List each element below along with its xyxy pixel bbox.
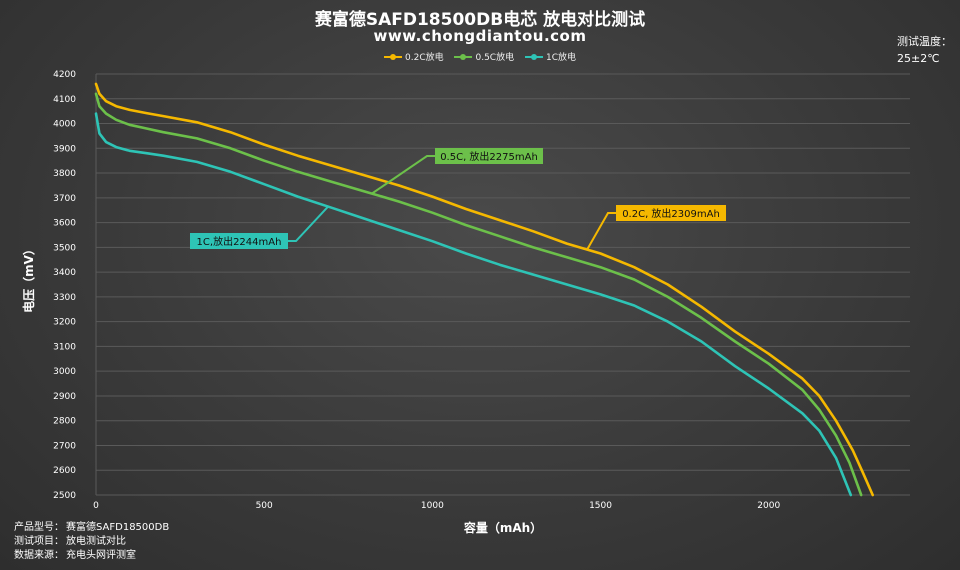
- y-tick-label: 4100: [53, 95, 76, 105]
- footer-value-model: 赛富德SAFD18500DB: [66, 522, 170, 533]
- footer-value-test: 放电测试对比: [66, 536, 126, 547]
- y-tick-label: 2500: [53, 491, 76, 501]
- footer-key-test: 测试项目：: [14, 536, 64, 547]
- callout-label-1c: 1C,放出2244mAh: [197, 235, 282, 248]
- x-tick-label: 1000: [421, 501, 444, 511]
- legend-item-0-2c: 0.2C放电: [384, 50, 444, 63]
- footer-row-source: 数据来源： 充电头网评测室: [14, 549, 169, 563]
- callout-leader-1c: [288, 205, 329, 242]
- series-line-0-2c: [94, 82, 874, 497]
- legend-label-0-5c: 0.5C放电: [475, 53, 515, 63]
- callout-label-0-2c: 0.2C, 放出2309mAh: [622, 207, 720, 220]
- y-axis-label: 电压（mV）: [21, 243, 36, 313]
- y-tick-label: 3300: [53, 293, 76, 303]
- y-tick-label: 3100: [53, 342, 76, 352]
- grid-lines: [95, 73, 910, 496]
- x-tick-label: 2000: [757, 501, 780, 511]
- callout-label-0-5c: 0.5C, 放出2275mAh: [440, 150, 538, 163]
- website-url: www.chongdiantou.com: [373, 27, 587, 45]
- chart-legend: 0.2C放电 0.5C放电 1C放电: [0, 50, 960, 63]
- y-tick-label: 3800: [53, 169, 76, 179]
- chart-footer: 产品型号： 赛富德SAFD18500DB 测试项目： 放电测试对比 数据来源： 充电头…: [14, 521, 169, 563]
- legend-swatch-0-5c: [454, 53, 473, 60]
- y-tick-label: 2900: [53, 392, 76, 402]
- legend-swatch-1c: [524, 53, 543, 60]
- footer-value-source: 充电头网评测室: [66, 550, 136, 561]
- y-tick-label: 3500: [53, 243, 76, 253]
- legend-label-1c: 1C放电: [545, 53, 576, 63]
- callout-leader-0-5c: [371, 155, 435, 195]
- footer-key-source: 数据来源：: [14, 550, 64, 561]
- axis-ticks: 2500 2600 2700 2800 2900 3000 3100 3200 3300 3400…: [53, 70, 780, 511]
- y-tick-label: 3600: [53, 219, 76, 229]
- callout-box-1c: [190, 233, 288, 249]
- x-tick-label: 0: [93, 501, 99, 511]
- y-tick-label: 3700: [53, 194, 76, 204]
- x-tick-label: 1500: [589, 501, 612, 511]
- temperature-label: 测试温度：: [897, 35, 952, 48]
- temperature-value: 25±2℃: [897, 52, 940, 65]
- y-tick-label: 3400: [53, 268, 76, 278]
- footer-row-model: 产品型号： 赛富德SAFD18500DB: [14, 521, 169, 535]
- series-line-0-5c: [94, 92, 863, 497]
- callout-box-0-2c: [616, 205, 726, 221]
- legend-item-0-5c: 0.5C放电: [454, 50, 514, 63]
- y-tick-label: 2800: [53, 417, 76, 427]
- footer-row-test: 测试项目： 放电测试对比: [14, 535, 169, 549]
- legend-item-1c: 1C放电: [524, 50, 576, 63]
- footer-key-model: 产品型号：: [14, 522, 64, 533]
- x-axis-label: 容量（mAh）: [463, 520, 542, 535]
- callout-leader-0-2c: [586, 212, 616, 251]
- legend-label-0-2c: 0.2C放电: [405, 53, 444, 63]
- y-tick-label: 3000: [53, 367, 76, 377]
- callouts: 0.2C, 放出2309mAh 0.5C, 放出2275mAh 1C,放出2244m…: [190, 148, 726, 251]
- test-temperature: 测试温度： 25±2℃: [897, 33, 952, 67]
- callout-box-0-5c: [435, 148, 543, 164]
- y-tick-label: 3900: [53, 144, 76, 154]
- legend-swatch-0-2c: [384, 53, 402, 60]
- y-tick-label: 2600: [53, 466, 76, 476]
- series-lines: [94, 82, 874, 497]
- y-tick-label: 3200: [53, 318, 76, 328]
- y-tick-label: 4000: [53, 120, 76, 130]
- series-line-1c: [94, 112, 853, 497]
- chart-title: 赛富德SAFD18500DB电芯 放电对比测试: [314, 10, 646, 30]
- y-tick-label: 4200: [53, 70, 76, 80]
- y-tick-label: 2700: [53, 441, 76, 451]
- x-tick-label: 500: [256, 501, 273, 511]
